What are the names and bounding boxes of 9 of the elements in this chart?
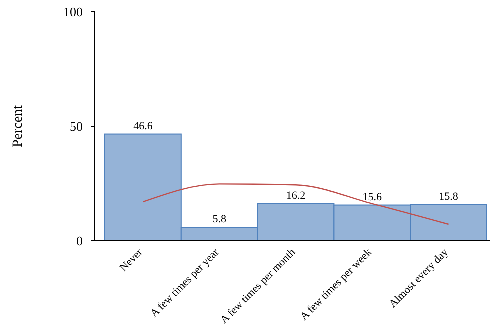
data-label: 15.6 [362, 191, 383, 204]
data-label: 46.6 [134, 120, 154, 132]
data-label: 5.8 [212, 214, 227, 226]
data-label: 16.2 [286, 190, 306, 202]
y-tick-label: 50 [70, 119, 83, 134]
y-tick-label: 100 [64, 4, 83, 20]
y-tick-label: 0 [76, 234, 83, 249]
y-axis-title: Percent [11, 105, 26, 148]
data-label: 15.8 [439, 190, 459, 203]
